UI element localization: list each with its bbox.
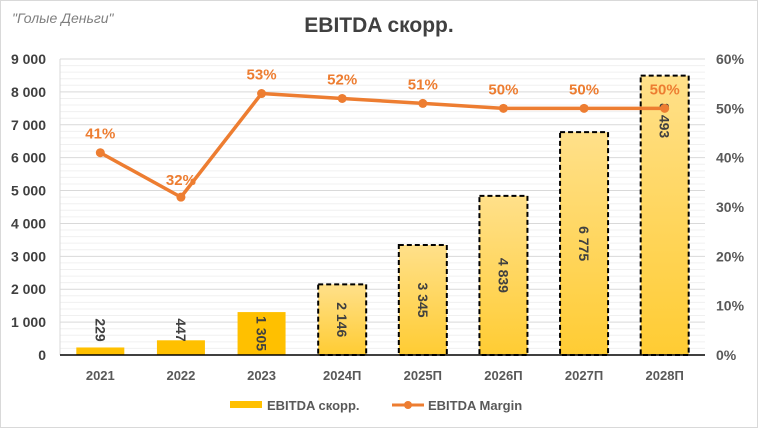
margin-data-label: 53% (247, 67, 277, 84)
margin-point-2021 (95, 148, 105, 158)
x-tick-label: 2024П (323, 368, 361, 383)
margin-data-label: 50% (569, 81, 599, 98)
bar-data-label: 8 493 (657, 103, 673, 138)
margin-data-label: 50% (650, 81, 680, 98)
margin-data-label: 32% (166, 172, 196, 189)
y2-tick-label: 30% (716, 199, 745, 215)
bar-data-label: 6 775 (576, 226, 592, 261)
bar-2023 (237, 312, 286, 355)
y-tick-label: 8 000 (11, 84, 46, 100)
margin-point-2026П (498, 103, 508, 113)
margin-data-label: 52% (327, 71, 357, 88)
y-tick-label: 0 (38, 347, 46, 363)
y-tick-label: 4 000 (11, 215, 46, 231)
y2-tick-label: 40% (716, 150, 745, 166)
bar-2024П (317, 283, 368, 356)
y-tick-label: 7 000 (11, 117, 46, 133)
x-tick-label: 2021 (86, 368, 115, 383)
y2-tick-label: 10% (716, 298, 745, 314)
margin-point-2022 (176, 192, 186, 202)
legend-line-marker (404, 401, 412, 409)
x-tick-label: 2028П (646, 368, 684, 383)
x-tick-label: 2022 (166, 368, 195, 383)
bar-2021 (76, 347, 125, 355)
bar-2025П (397, 243, 448, 356)
y2-tick-label: 20% (716, 248, 745, 264)
y2-tick-label: 60% (716, 51, 745, 67)
y-tick-label: 2 000 (11, 281, 46, 297)
x-tick-label: 2027П (565, 368, 603, 383)
margin-data-label: 41% (85, 126, 115, 143)
margin-data-label: 50% (488, 81, 518, 98)
bar-2022 (156, 340, 205, 355)
y-tick-label: 1 000 (11, 314, 46, 330)
y-tick-label: 5 000 (11, 183, 46, 199)
margin-point-2024П (337, 93, 347, 103)
y-tick-label: 3 000 (11, 248, 46, 264)
chart-title: EBITDA скорр. (304, 14, 454, 37)
legend-bar-label: EBITDA скорр. (267, 398, 360, 413)
bar-data-label: 2 146 (334, 302, 350, 337)
x-tick-label: 2023 (247, 368, 276, 383)
bar-data-label: 447 (173, 318, 189, 342)
margin-point-2027П (579, 103, 589, 113)
margin-data-label: 51% (408, 76, 438, 93)
watermark: "Голые Деньги" (12, 10, 114, 26)
legend-bar-swatch (230, 401, 262, 408)
margin-point-2028П (660, 103, 670, 113)
y-tick-label: 9 000 (11, 51, 46, 67)
bar-2026П (478, 194, 529, 356)
x-tick-label: 2025П (404, 368, 442, 383)
y-tick-label: 6 000 (11, 150, 46, 166)
bar-2028П (639, 74, 690, 357)
legend-line-label: EBITDA Margin (428, 398, 522, 413)
x-tick-label: 2026П (484, 368, 522, 383)
bar-data-label: 1 305 (254, 316, 270, 351)
bar-data-label: 3 345 (415, 282, 431, 317)
bar-2027П (559, 131, 610, 356)
y2-tick-label: 0% (716, 347, 737, 363)
margin-line (99, 91, 665, 199)
bar-data-label: 4 839 (495, 258, 511, 293)
margin-point-2025П (418, 98, 428, 108)
y2-tick-label: 50% (716, 100, 745, 116)
margin-point-2023 (257, 89, 267, 99)
bar-data-label: 229 (92, 318, 108, 342)
